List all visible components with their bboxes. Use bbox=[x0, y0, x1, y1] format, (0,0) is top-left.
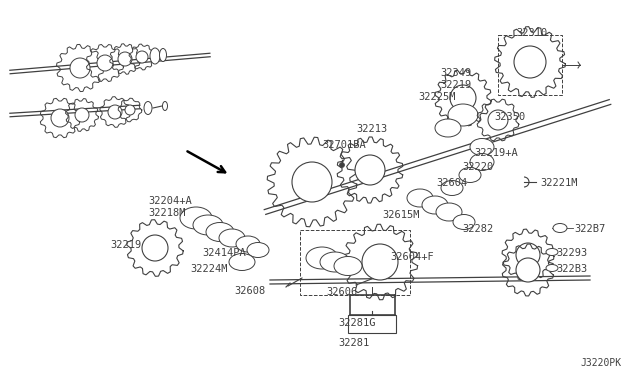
Circle shape bbox=[355, 155, 385, 185]
Ellipse shape bbox=[180, 207, 212, 229]
Text: 32221M: 32221M bbox=[540, 178, 577, 188]
Text: 32225M: 32225M bbox=[418, 92, 456, 102]
Circle shape bbox=[75, 108, 89, 122]
Ellipse shape bbox=[163, 102, 168, 110]
Ellipse shape bbox=[435, 119, 461, 137]
Text: 32220: 32220 bbox=[462, 162, 493, 172]
Ellipse shape bbox=[553, 224, 567, 232]
Text: 32219: 32219 bbox=[110, 240, 141, 250]
Ellipse shape bbox=[206, 222, 234, 241]
Circle shape bbox=[450, 85, 476, 111]
Ellipse shape bbox=[247, 243, 269, 257]
Ellipse shape bbox=[441, 180, 463, 196]
Text: 32204+A: 32204+A bbox=[148, 196, 192, 206]
Text: 322B7: 322B7 bbox=[574, 224, 605, 234]
Circle shape bbox=[70, 58, 90, 78]
Circle shape bbox=[51, 109, 69, 127]
Text: 32350: 32350 bbox=[494, 112, 525, 122]
Ellipse shape bbox=[470, 138, 494, 155]
Ellipse shape bbox=[453, 215, 475, 230]
Text: 32219+A: 32219+A bbox=[474, 148, 518, 158]
Ellipse shape bbox=[546, 264, 558, 272]
Circle shape bbox=[362, 244, 398, 280]
Ellipse shape bbox=[159, 48, 166, 61]
Text: 32701BA: 32701BA bbox=[322, 140, 365, 150]
Ellipse shape bbox=[150, 48, 160, 64]
Ellipse shape bbox=[219, 229, 245, 247]
Circle shape bbox=[516, 243, 540, 267]
Text: 32608: 32608 bbox=[234, 286, 265, 296]
Ellipse shape bbox=[470, 154, 494, 170]
Text: 32349: 32349 bbox=[440, 68, 471, 78]
Text: J3220PK: J3220PK bbox=[580, 358, 621, 368]
Circle shape bbox=[97, 55, 113, 71]
Ellipse shape bbox=[334, 257, 362, 276]
Ellipse shape bbox=[448, 104, 478, 126]
Circle shape bbox=[339, 163, 344, 167]
Circle shape bbox=[488, 110, 508, 130]
Ellipse shape bbox=[320, 252, 350, 272]
Circle shape bbox=[118, 52, 132, 66]
Text: 32213: 32213 bbox=[356, 124, 387, 134]
Ellipse shape bbox=[236, 236, 260, 252]
Ellipse shape bbox=[436, 203, 462, 221]
Text: 32218M: 32218M bbox=[148, 208, 186, 218]
Ellipse shape bbox=[459, 167, 481, 183]
Text: 32615M: 32615M bbox=[382, 210, 419, 220]
Ellipse shape bbox=[407, 189, 433, 207]
Text: 32293: 32293 bbox=[556, 248, 588, 258]
Text: 32281: 32281 bbox=[338, 338, 369, 348]
Text: 32224M: 32224M bbox=[190, 264, 227, 274]
Text: 32604: 32604 bbox=[436, 178, 467, 188]
Text: 32219: 32219 bbox=[440, 80, 471, 90]
Ellipse shape bbox=[144, 102, 152, 115]
Ellipse shape bbox=[306, 247, 338, 269]
Circle shape bbox=[514, 46, 546, 78]
Text: 32310: 32310 bbox=[516, 28, 547, 38]
Ellipse shape bbox=[193, 215, 223, 235]
Circle shape bbox=[125, 105, 135, 115]
Text: 32606: 32606 bbox=[326, 287, 357, 297]
Circle shape bbox=[108, 105, 122, 119]
Text: 32414PA: 32414PA bbox=[202, 248, 246, 258]
Circle shape bbox=[136, 51, 148, 63]
Ellipse shape bbox=[422, 196, 448, 214]
Circle shape bbox=[292, 162, 332, 202]
Ellipse shape bbox=[229, 253, 255, 270]
Bar bbox=[348, 315, 396, 333]
Text: 32604+F: 32604+F bbox=[390, 252, 434, 262]
Text: 32281G: 32281G bbox=[338, 318, 376, 328]
Ellipse shape bbox=[546, 248, 558, 256]
Circle shape bbox=[516, 258, 540, 282]
Text: 32282: 32282 bbox=[462, 224, 493, 234]
Circle shape bbox=[142, 235, 168, 261]
Text: 322B3: 322B3 bbox=[556, 264, 588, 274]
